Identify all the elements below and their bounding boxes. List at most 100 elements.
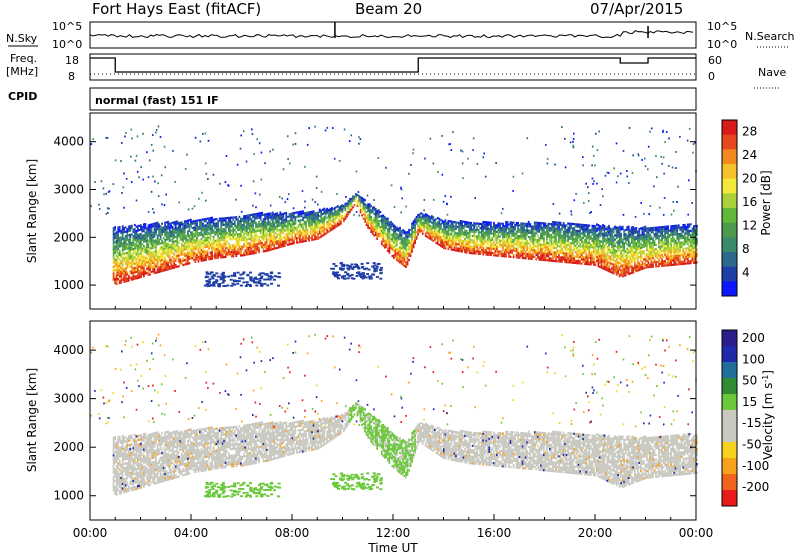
power-cell [134,230,136,232]
power-cell [299,222,301,224]
power-cell [175,232,177,234]
power-cell [479,253,481,255]
power-cell [192,231,194,233]
power-cell [246,249,248,251]
power-cell [458,241,460,243]
power-cell [532,230,534,232]
power-cell [292,234,294,236]
power-cell [145,223,147,225]
power-cell [376,225,378,227]
power-cell [287,235,289,237]
power-cell [196,237,198,239]
power-cell [296,229,298,231]
power-cell [592,253,594,255]
power-cell [417,216,419,218]
power-cell [114,278,116,280]
power-cell [538,250,540,252]
power-cell [467,234,469,236]
power-cell [629,259,631,261]
power-cell [505,255,507,257]
power-cell [348,207,350,209]
power-cell [495,233,497,235]
power-cell [460,237,462,239]
power-cell [445,247,447,249]
power-cell [628,269,630,271]
power-cell [437,243,439,245]
power-cell [579,245,581,247]
power-cell [488,222,490,224]
power-cell [235,240,237,242]
power-cell [296,211,298,213]
power-cell [538,231,540,233]
power-cell [561,261,563,263]
power-cell [525,251,527,253]
power-cell [407,238,409,240]
power-cell [570,244,572,246]
power-cell [232,219,234,221]
power-cell [376,236,378,238]
power-cell [122,264,124,266]
power-cell [549,260,551,262]
power-cell [587,259,589,261]
power-cell [478,233,480,235]
power-cell [492,237,494,239]
power-cell [282,215,284,217]
power-cell [560,252,562,254]
power-cell [311,237,313,239]
power-cell [488,224,490,226]
power-cell [145,234,147,236]
power-cell [276,236,278,238]
power-cell [610,258,612,260]
nsky-label: N.Sky [6,32,38,45]
power-cell [376,229,378,231]
power-cell [569,248,571,250]
power-cell [317,231,319,233]
power-cell [326,221,328,223]
power-cell [569,242,571,244]
power-cell [581,263,583,265]
power-cell [260,216,262,218]
power-cell [345,209,347,211]
power-cell [495,252,497,254]
power-cell [455,245,457,247]
power-cell [505,253,507,255]
power-cell [155,252,157,254]
power-cell [599,266,601,268]
power-cell [293,242,295,244]
power-cell [211,258,213,260]
power-cell [114,258,116,260]
power-cell [493,241,495,243]
power-cell [175,230,177,232]
power-cell [529,243,531,245]
power-cell [155,244,157,246]
power-cell [222,248,224,250]
power-cell [529,223,531,225]
power-cell [134,235,136,237]
power-cell [396,242,398,244]
power-cell [629,234,631,236]
power-cell [340,220,342,222]
power-cell [560,224,562,226]
power-cell [282,232,284,234]
power-cell [176,238,178,240]
power-cell [164,241,166,243]
power-cell [193,237,195,239]
power-cell [154,236,156,238]
power-cell [379,211,381,213]
power-cell [519,244,521,246]
power-cell [134,233,136,235]
power-cell [235,253,237,255]
power-cell [579,247,581,249]
nave-tick-high: 60 [708,54,722,67]
power-cell [257,243,259,245]
power-cell [569,257,571,259]
power-cell [572,251,574,253]
power-cell [376,214,378,216]
power-cell [246,230,248,232]
power-cell [276,217,278,219]
power-cell [528,232,530,234]
power-cell [501,251,503,253]
power-cell [185,244,187,246]
beam-title: Beam 20 [355,0,422,18]
